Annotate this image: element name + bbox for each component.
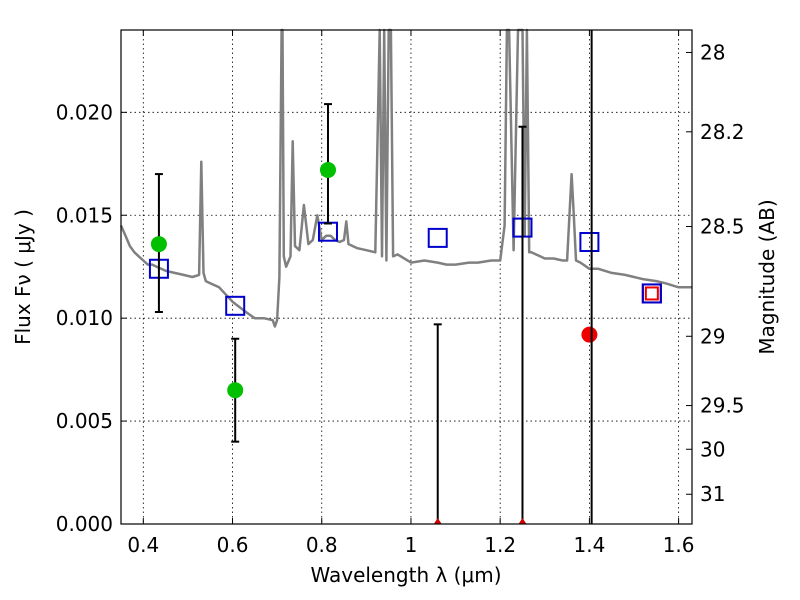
mag-tick-label: 29.5 — [700, 394, 745, 418]
x-tick-label: 1.6 — [663, 533, 695, 557]
upper-limit-marker — [433, 518, 442, 524]
x-tick-label: 0.4 — [127, 533, 159, 557]
data-point — [150, 236, 167, 253]
data-point — [319, 161, 336, 178]
y-tick-label: 0.000 — [56, 512, 113, 536]
data-marks — [148, 30, 662, 524]
grid — [121, 30, 692, 524]
data-point — [581, 326, 598, 343]
y-tick-label: 0.020 — [56, 100, 113, 124]
mag-tick-label: 28.2 — [700, 120, 745, 144]
x-tick-label: 0.8 — [306, 533, 338, 557]
y-tick-label: 0.015 — [56, 203, 113, 227]
ticks: 0.4 0.6 0.8 1 1.2 1.4 1.6 0.000 0.005 0.010 0.015 0… — [56, 30, 745, 557]
model-square-outer — [641, 283, 662, 304]
y-axis-label: Flux Fν ( μJy ) — [11, 209, 35, 345]
x-tick-label: 1 — [405, 533, 418, 557]
mag-tick-label: 30 — [700, 437, 725, 461]
x-tick-label: 0.6 — [217, 533, 249, 557]
red-square-inner — [644, 286, 659, 301]
x-axis-label: Wavelength λ (μm) — [310, 563, 501, 587]
upper-limit-marker — [518, 518, 527, 524]
y-tick-label: 0.010 — [56, 306, 113, 330]
model-square — [579, 232, 600, 253]
data-point — [227, 382, 244, 399]
x-tick-label: 1.2 — [484, 533, 516, 557]
spectrum-layer — [119, 28, 692, 328]
y-axis-right-label: Magnitude (AB) — [755, 199, 779, 354]
x-tick-label: 1.4 — [573, 533, 605, 557]
model-square — [427, 227, 448, 248]
mag-tick-label: 31 — [700, 482, 725, 506]
mag-tick-label: 29 — [700, 324, 725, 348]
model-square — [225, 295, 246, 316]
mag-tick-label: 28 — [700, 40, 725, 64]
plot-frame — [120, 29, 693, 525]
spectrum-line — [119, 28, 692, 328]
y-tick-label: 0.005 — [56, 409, 113, 433]
mag-tick-label: 28.5 — [700, 214, 745, 238]
